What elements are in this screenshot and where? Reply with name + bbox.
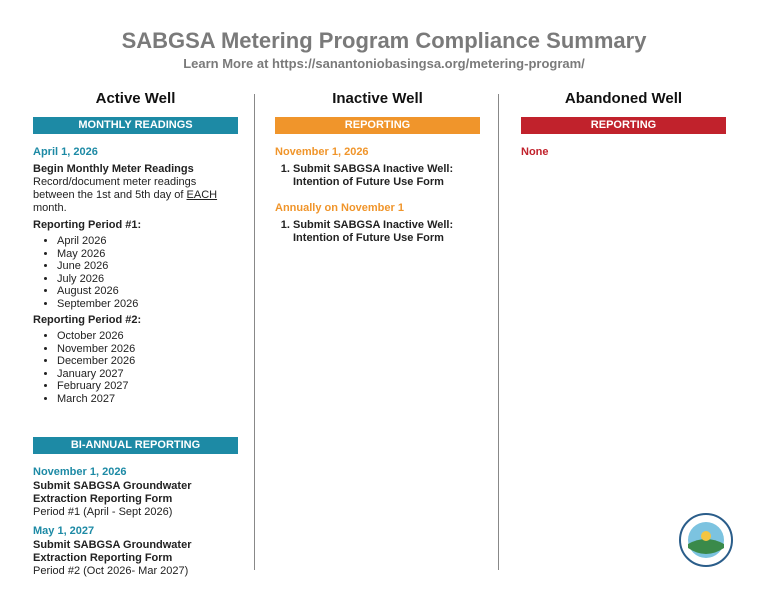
date: April 1, 2026: [33, 146, 98, 158]
logo: [679, 513, 733, 567]
heading: Begin Monthly Meter Readings: [33, 163, 194, 175]
list: April 2026May 2026June 2026July 2026Augu…: [33, 235, 238, 310]
list-item: June 2026: [57, 260, 238, 273]
date: Annually on November 1: [275, 202, 404, 214]
list-item: Submit SABGSA Inactive Well: Intention o…: [293, 219, 480, 244]
text: None: [521, 146, 549, 158]
text: Record/document meter readings between t…: [33, 176, 197, 201]
text: month.: [33, 202, 67, 214]
text: Record/document meter readings between t…: [33, 176, 238, 215]
active-column: Active Well MONTHLY READINGS April 1, 20…: [33, 90, 238, 584]
list-item: Submit SABGSA Inactive Well: Intention o…: [293, 163, 480, 188]
inactive-column: Inactive Well REPORTING November 1, 2026…: [275, 90, 480, 258]
biannual-list: November 1, 2026 Submit SABGSA Groundwate…: [33, 466, 238, 578]
date: May 1, 2027: [33, 525, 95, 537]
divider: [254, 94, 255, 570]
heading: Submit SABGSA Groundwater Extraction Rep…: [33, 539, 192, 564]
list: Submit SABGSA Inactive Well: Intention o…: [275, 219, 480, 244]
period-label: Reporting Period #2:: [33, 314, 142, 326]
list-item: May 2026: [57, 248, 238, 261]
text: Period #2 (Oct 2026- Mar 2027): [33, 565, 189, 577]
title: SABGSA Metering Program Compliance Summa…: [121, 28, 647, 53]
list-item: September 2026: [57, 298, 238, 311]
period-label: Reporting Period #1:: [33, 219, 142, 231]
list-item: March 2027: [57, 393, 238, 406]
text: Period #1 (April - Sept 2026): [33, 506, 173, 518]
column-title: Active Well: [95, 90, 176, 107]
subtitle: Learn More at https://sanantoniobasingsa…: [183, 56, 585, 71]
list-item: July 2026: [57, 273, 238, 286]
groups: November 1, 2026 Submit SABGSA Inactive W…: [275, 146, 480, 244]
date: November 1, 2026: [275, 146, 369, 158]
list-item: April 2026: [57, 235, 238, 248]
list-item: February 2027: [57, 380, 238, 393]
date: November 1, 2026: [33, 466, 127, 478]
list-item: August 2026: [57, 285, 238, 298]
column-title: Inactive Well: [332, 90, 423, 107]
abandoned-column: Abandoned Well REPORTING None: [521, 90, 726, 163]
list: Submit SABGSA Inactive Well: Intention o…: [275, 163, 480, 188]
list-item: January 2027: [57, 368, 238, 381]
list-item: November 2026: [57, 343, 238, 356]
column-title: Abandoned Well: [564, 90, 683, 107]
section-bar: BI-ANNUAL REPORTING: [33, 437, 238, 454]
divider: [498, 94, 499, 570]
list-item: October 2026: [57, 330, 238, 343]
section-bar: REPORTING: [275, 117, 480, 134]
list: October 2026November 2026December 2026Ja…: [33, 330, 238, 405]
section-bar: MONTHLY READINGS: [33, 117, 238, 134]
list-item: December 2026: [57, 355, 238, 368]
section-bar: REPORTING: [521, 117, 726, 134]
emphasis: EACH: [186, 189, 218, 201]
heading: Submit SABGSA Groundwater Extraction Rep…: [33, 480, 192, 505]
